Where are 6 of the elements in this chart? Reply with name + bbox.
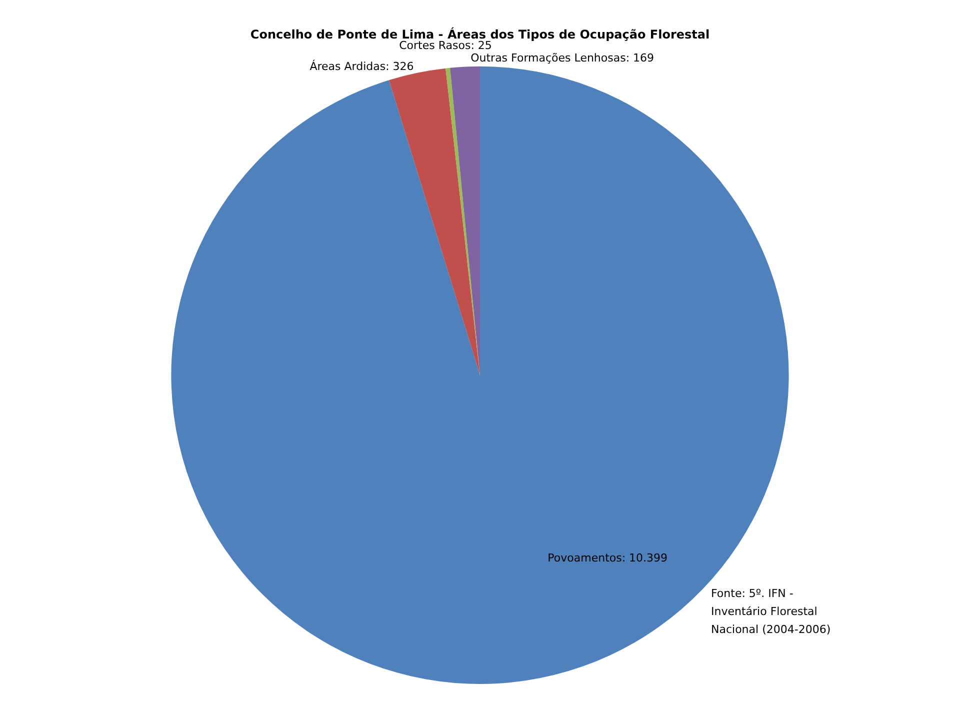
slice-label: Povoamentos: 10.399 (548, 551, 668, 564)
slice-label: Cortes Rasos: 25 (399, 39, 492, 52)
slice-label: Áreas Ardidas: 326 (310, 58, 414, 73)
source-note: Fonte: 5º. IFN - Inventário Florestal Nacional (2004-2006) (711, 586, 832, 638)
slice-label: Outras Formações Lenhosas: 169 (470, 52, 654, 65)
chart-title: Concelho de Ponte de Lima - Áreas dos Tipos de Ocupação Florestal (250, 26, 710, 42)
